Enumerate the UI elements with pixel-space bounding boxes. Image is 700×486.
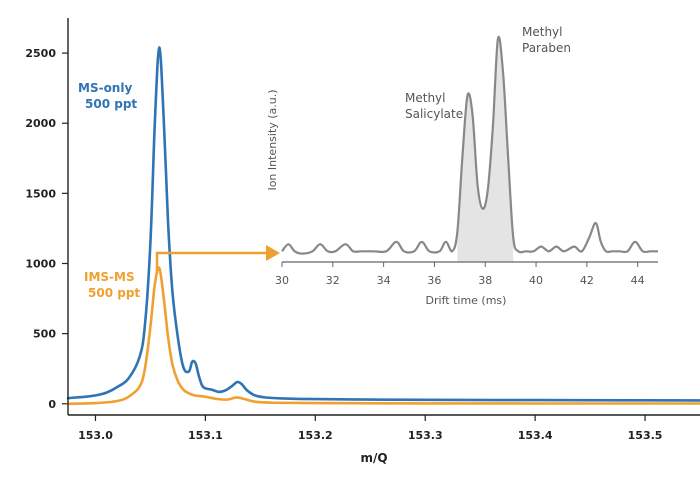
main-y-tick-label: 2500 xyxy=(25,47,56,60)
main-x-axis-label: m/Q xyxy=(360,451,387,465)
main-y-tick-label: 1500 xyxy=(25,187,56,200)
ms-only-label: MS-only 500 ppt xyxy=(78,81,137,111)
inset-x-tick-label: 40 xyxy=(529,274,543,287)
inset-x-tick-label: 42 xyxy=(580,274,594,287)
inset-x-tick-label: 36 xyxy=(427,274,441,287)
ims-ms-label-line-2: 500 ppt xyxy=(88,286,140,300)
methyl-salicylate-label: Methyl Salicylate xyxy=(405,91,463,121)
main-y-tick-label: 1000 xyxy=(25,257,56,270)
inset-x-ticks: 30 32 34 36 38 40 42 44 xyxy=(275,262,645,287)
inset-x-axis-label: Drift time (ms) xyxy=(426,294,507,307)
main-y-tick-label: 500 xyxy=(33,328,56,341)
main-y-tick-label: 0 xyxy=(48,398,56,411)
main-x-ticks: 153.0 153.1 153.2 153.3 153.4 153.5 xyxy=(78,415,662,442)
ms-only-label-line-1: MS-only xyxy=(78,81,132,95)
main-x-tick-label: 153.0 xyxy=(78,429,113,442)
main-y-ticks: 0 500 1000 1500 2000 2500 xyxy=(25,47,68,411)
methyl-paraben-label: Methyl Paraben xyxy=(522,25,571,55)
inset-y-axis-label: Ion Intensity (a.u.) xyxy=(266,89,279,190)
main-x-tick-label: 153.2 xyxy=(298,429,333,442)
inset-drift-trace xyxy=(281,35,658,255)
ims-ms-label: IMS-MS 500 ppt xyxy=(84,270,140,300)
methyl-salicylate-line-2: Salicylate xyxy=(405,107,463,121)
inset-series xyxy=(281,35,658,262)
inset-x-tick-label: 34 xyxy=(377,274,391,287)
callout-arrow-line xyxy=(155,251,270,274)
inset-chart: 30 32 34 36 38 40 42 44 Drift time (ms) Ion Int… xyxy=(266,25,658,307)
callout-arrow xyxy=(155,245,280,274)
main-series xyxy=(66,46,700,406)
ims-ms-label-line-1: IMS-MS xyxy=(84,270,135,284)
callout-arrow-head xyxy=(266,245,280,261)
main-x-tick-label: 153.4 xyxy=(518,429,553,442)
main-x-tick-label: 153.3 xyxy=(408,429,443,442)
ms-only-label-line-2: 500 ppt xyxy=(85,97,137,111)
inset-x-tick-label: 44 xyxy=(631,274,645,287)
ms-only-series-line xyxy=(66,46,700,402)
inset-peak-fill xyxy=(457,36,514,262)
ims-ms-series-line xyxy=(66,266,700,406)
inset-x-tick-label: 30 xyxy=(275,274,289,287)
methyl-paraben-line-1: Methyl xyxy=(522,25,562,39)
main-y-tick-label: 2000 xyxy=(25,117,56,130)
methyl-salicylate-line-1: Methyl xyxy=(405,91,445,105)
inset-x-tick-label: 32 xyxy=(326,274,340,287)
inset-x-tick-label: 38 xyxy=(478,274,492,287)
main-x-tick-label: 153.1 xyxy=(188,429,223,442)
methyl-paraben-line-2: Paraben xyxy=(522,41,571,55)
main-x-tick-label: 153.5 xyxy=(628,429,663,442)
